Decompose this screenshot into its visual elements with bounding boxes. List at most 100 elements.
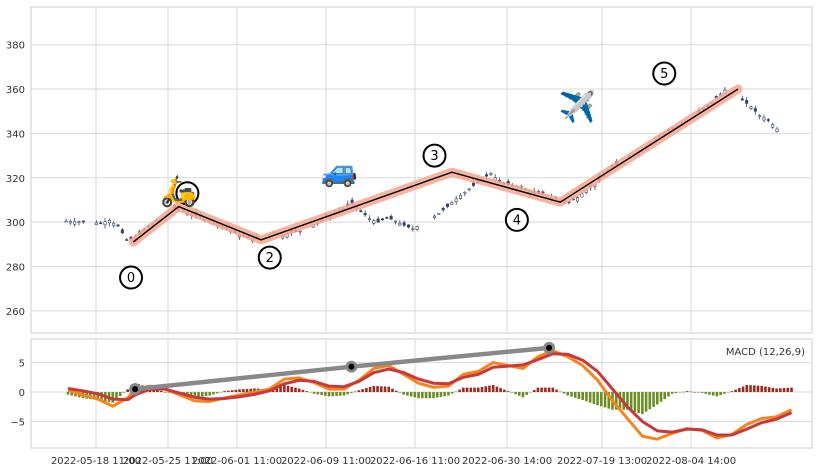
wave-label-circle	[504, 207, 529, 232]
wave-label-text: 3	[430, 149, 438, 164]
histogram-bar	[491, 384, 495, 393]
histogram-bar	[704, 392, 708, 394]
histogram-bar	[760, 385, 764, 393]
histogram-bar	[413, 392, 417, 398]
wave-label-circle	[119, 265, 144, 290]
car-icon: 🚙	[320, 154, 357, 189]
histogram-bar	[111, 392, 115, 403]
histogram-bar	[421, 392, 424, 399]
histogram-bar	[249, 388, 253, 393]
histogram-bar	[745, 384, 749, 393]
wave-label-0: 0	[119, 265, 144, 290]
histogram-bar	[327, 392, 331, 397]
histogram-bar	[544, 387, 547, 393]
candle-body	[125, 239, 129, 241]
histogram-bar	[719, 392, 722, 396]
histogram-bar	[372, 385, 376, 393]
histogram-bar	[115, 392, 118, 400]
histogram-bar	[391, 388, 394, 393]
wave-label-text: 1	[183, 187, 191, 202]
histogram-bar	[566, 392, 570, 396]
histogram-bar	[74, 392, 77, 397]
histogram-bar	[118, 392, 122, 397]
signal-line	[67, 352, 793, 437]
histogram-bar	[767, 387, 771, 393]
histogram-bar	[342, 392, 346, 396]
histogram-bar	[697, 392, 700, 393]
candle-body	[463, 191, 467, 194]
histogram-bar	[786, 387, 790, 393]
histogram-bar	[294, 387, 297, 393]
histogram-bar	[495, 386, 499, 393]
histogram-bar	[234, 389, 238, 393]
histogram-bar	[484, 386, 488, 393]
candle-body	[81, 220, 85, 223]
candle-body	[376, 218, 380, 223]
histogram-bar	[614, 392, 618, 410]
histogram-bar	[204, 392, 208, 397]
candle-body	[467, 188, 471, 191]
candle-body	[120, 229, 124, 234]
wave-label-3: 3	[422, 143, 447, 168]
histogram-bar	[726, 392, 730, 393]
macd-y-tick-label: −5	[10, 417, 25, 428]
histogram-bar	[700, 392, 704, 393]
wave-label-circle	[175, 181, 200, 206]
histogram-bar	[223, 391, 226, 393]
wave-label-circle	[422, 143, 447, 168]
histogram-bar	[488, 385, 491, 393]
histogram-bar	[685, 391, 689, 393]
divergence-marker-dot	[132, 386, 139, 393]
histogram-bar	[208, 392, 212, 396]
candle-body	[389, 215, 393, 220]
candle-body	[68, 220, 72, 224]
macd-y-tick-label: 5	[19, 359, 25, 370]
candle-body	[433, 215, 437, 218]
histogram-bar	[200, 392, 204, 397]
candle-body	[485, 174, 489, 177]
candle-body	[99, 222, 103, 225]
histogram-bar	[212, 392, 215, 395]
histogram-bar	[122, 392, 126, 393]
candle-body	[766, 119, 770, 121]
wave-label-text: 2	[266, 251, 274, 266]
wave-label-text: 5	[660, 67, 668, 82]
candle-body	[73, 221, 77, 225]
histogram-bar	[335, 392, 338, 397]
x-tick-label: 2022-06-01 11:00	[192, 456, 282, 467]
histogram-bar	[458, 389, 461, 393]
histogram-bar	[346, 392, 350, 395]
histogram-bar	[409, 392, 413, 397]
histogram-bar	[689, 391, 693, 393]
histogram-bar	[529, 392, 532, 393]
wave-label-circle	[257, 245, 282, 270]
histogram-bar	[629, 392, 633, 411]
histogram-bar	[588, 392, 592, 403]
histogram-bar	[603, 392, 607, 408]
histogram-bar	[238, 389, 241, 393]
x-tick-label: 2022-06-09 11:00	[281, 456, 371, 467]
histogram-bar	[510, 392, 514, 393]
histogram-bar	[667, 392, 670, 397]
histogram-bar	[450, 392, 454, 394]
histogram-bar	[454, 391, 458, 393]
histogram-bar	[301, 389, 305, 393]
candle-body	[762, 117, 766, 121]
x-tick-label: 2022-05-25 11:00	[123, 456, 213, 467]
histogram-bar	[398, 392, 402, 393]
histogram-bar	[241, 389, 245, 393]
histogram-bar	[331, 392, 335, 397]
candle-body	[459, 195, 463, 199]
candle-body	[94, 222, 98, 225]
zigzag-line	[132, 88, 739, 243]
wave-label-1: 1	[175, 181, 200, 206]
candle-body	[367, 218, 371, 221]
histogram-bar	[764, 386, 767, 393]
airplane-icon: ✈️	[559, 88, 596, 125]
divergence-marker-dot	[348, 363, 355, 370]
price-panel: 260 280 300 320 340 360 380 0 1 2 3 4 5 🛵 🚙 ✈️	[6, 6, 813, 334]
histogram-bar	[245, 388, 249, 393]
candle-body	[359, 210, 363, 212]
histogram-bar	[779, 388, 782, 393]
histogram-bar	[424, 392, 428, 399]
